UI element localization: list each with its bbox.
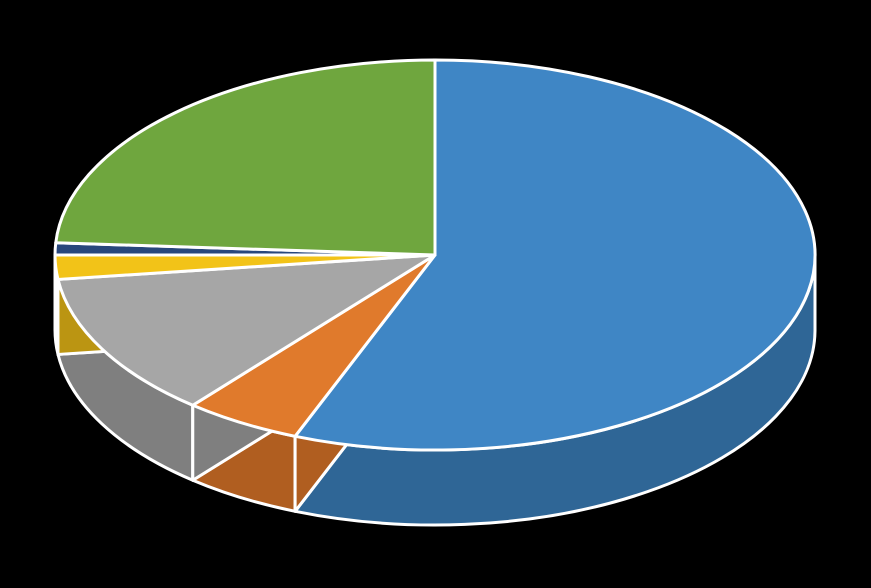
slice-green [56,60,435,255]
pie-chart-3d [0,0,871,588]
